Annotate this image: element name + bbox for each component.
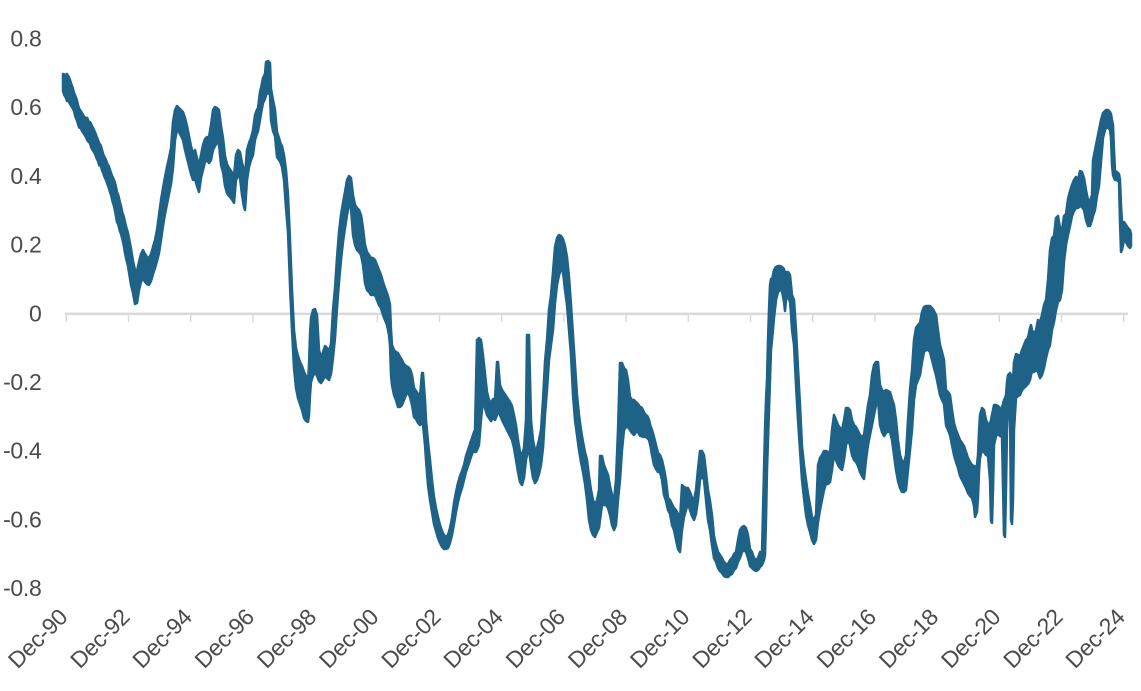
svg-text:-0.4: -0.4 xyxy=(3,438,42,464)
svg-text:Dec-18: Dec-18 xyxy=(874,604,944,674)
svg-text:0.4: 0.4 xyxy=(10,163,42,189)
svg-text:Dec-96: Dec-96 xyxy=(189,604,259,674)
svg-text:Dec-20: Dec-20 xyxy=(936,604,1006,674)
svg-text:0.2: 0.2 xyxy=(10,232,41,258)
svg-text:Dec-14: Dec-14 xyxy=(749,603,819,673)
svg-text:Dec-22: Dec-22 xyxy=(998,604,1068,674)
svg-text:-0.6: -0.6 xyxy=(3,506,41,532)
svg-text:Dec-90: Dec-90 xyxy=(3,604,73,674)
svg-text:Dec-12: Dec-12 xyxy=(687,604,757,674)
svg-text:Dec-00: Dec-00 xyxy=(314,604,384,674)
svg-text:-0.8: -0.8 xyxy=(3,575,41,601)
svg-text:0.8: 0.8 xyxy=(10,26,41,52)
svg-text:Dec-92: Dec-92 xyxy=(65,604,135,674)
svg-text:Dec-10: Dec-10 xyxy=(625,604,695,674)
svg-text:Dec-04: Dec-04 xyxy=(438,603,508,673)
svg-text:Dec-94: Dec-94 xyxy=(127,603,197,673)
svg-text:-0.2: -0.2 xyxy=(3,369,41,395)
svg-text:Dec-98: Dec-98 xyxy=(252,604,322,674)
svg-text:Dec-24: Dec-24 xyxy=(1060,603,1130,673)
svg-text:Dec-08: Dec-08 xyxy=(563,604,633,674)
svg-text:Dec-16: Dec-16 xyxy=(811,604,881,674)
svg-text:0: 0 xyxy=(29,300,42,326)
svg-text:Dec-02: Dec-02 xyxy=(376,604,446,674)
svg-text:0.6: 0.6 xyxy=(10,94,41,120)
svg-text:Dec-06: Dec-06 xyxy=(500,604,570,674)
